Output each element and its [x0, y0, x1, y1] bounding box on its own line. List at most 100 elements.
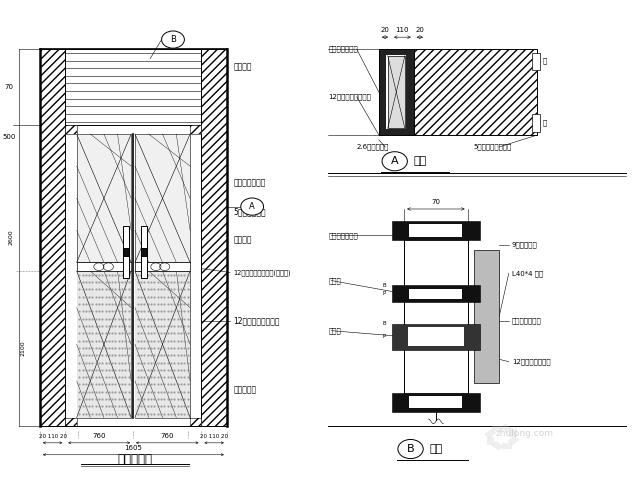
Bar — [404, 240, 468, 393]
Point — [152, 278, 163, 286]
Point — [104, 278, 114, 286]
Point — [132, 271, 143, 279]
Point — [124, 359, 134, 366]
Point — [124, 344, 134, 352]
Point — [100, 322, 111, 330]
Point — [81, 373, 91, 381]
Point — [179, 388, 189, 396]
Point — [100, 351, 111, 359]
Point — [169, 388, 179, 396]
Point — [94, 381, 104, 388]
Point — [149, 286, 159, 293]
Bar — [392, 324, 480, 350]
Point — [120, 395, 131, 403]
Point — [169, 395, 179, 403]
Point — [139, 395, 149, 403]
Text: 高度不锈钢扶手: 高度不锈钢扶手 — [233, 178, 266, 187]
Point — [74, 351, 84, 359]
Point — [77, 359, 88, 366]
Point — [146, 344, 156, 352]
Point — [142, 315, 152, 323]
Point — [124, 271, 134, 279]
Point — [97, 388, 108, 396]
Point — [97, 373, 108, 381]
Point — [117, 337, 127, 345]
Point — [182, 359, 193, 366]
Point — [94, 344, 104, 352]
Point — [117, 286, 127, 293]
Text: 20: 20 — [381, 27, 389, 34]
Point — [139, 286, 149, 293]
Point — [110, 351, 120, 359]
Point — [120, 308, 131, 315]
Point — [169, 322, 179, 330]
Point — [120, 315, 131, 323]
Point — [159, 329, 170, 337]
Point — [107, 366, 117, 374]
Point — [91, 271, 101, 279]
Point — [159, 293, 170, 300]
Point — [169, 373, 179, 381]
Circle shape — [398, 440, 423, 458]
Point — [91, 366, 101, 374]
Text: 70: 70 — [4, 84, 13, 90]
Point — [132, 351, 143, 359]
Point — [163, 278, 173, 286]
Point — [132, 366, 143, 374]
Point — [182, 351, 193, 359]
Point — [136, 315, 146, 323]
Text: zhulong.com: zhulong.com — [495, 429, 554, 438]
Point — [94, 388, 104, 396]
Point — [179, 278, 189, 286]
Text: 500: 500 — [2, 134, 15, 140]
Point — [166, 388, 176, 396]
Point — [97, 293, 108, 300]
Point — [107, 373, 117, 381]
Point — [114, 395, 124, 403]
Point — [97, 403, 108, 410]
Point — [77, 278, 88, 286]
Point — [124, 410, 134, 418]
Point — [132, 337, 143, 345]
Point — [74, 337, 84, 345]
Point — [91, 359, 101, 366]
Point — [146, 322, 156, 330]
Point — [163, 359, 173, 366]
Point — [139, 373, 149, 381]
Point — [120, 359, 131, 366]
Point — [114, 308, 124, 315]
Point — [100, 293, 111, 300]
Point — [81, 278, 91, 286]
Point — [84, 366, 94, 374]
Point — [74, 359, 84, 366]
Point — [169, 300, 179, 308]
Point — [163, 315, 173, 323]
Point — [97, 366, 108, 374]
Point — [74, 410, 84, 418]
Point — [81, 315, 91, 323]
Point — [110, 322, 120, 330]
Point — [91, 300, 101, 308]
Point — [163, 388, 173, 396]
Point — [91, 322, 101, 330]
Point — [136, 373, 146, 381]
Point — [74, 329, 84, 337]
Point — [169, 381, 179, 388]
Bar — [135, 271, 190, 418]
Point — [156, 351, 166, 359]
Point — [117, 403, 127, 410]
Bar — [135, 134, 190, 418]
Point — [142, 322, 152, 330]
Point — [152, 373, 163, 381]
Bar — [40, 49, 65, 426]
Circle shape — [382, 152, 408, 171]
Point — [104, 359, 114, 366]
Point — [91, 395, 101, 403]
Point — [100, 278, 111, 286]
Point — [87, 388, 97, 396]
Bar — [65, 49, 202, 125]
Point — [124, 293, 134, 300]
Point — [176, 308, 186, 315]
Point — [132, 329, 143, 337]
Point — [104, 329, 114, 337]
